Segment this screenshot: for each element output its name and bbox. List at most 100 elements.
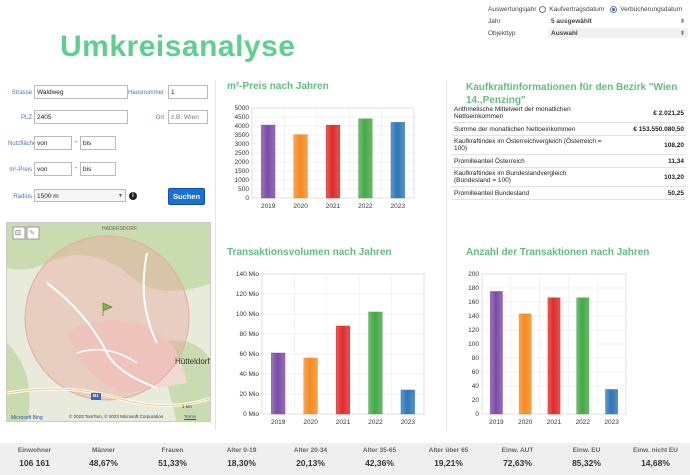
stat-item: Alter 35-65 42,36% (345, 443, 414, 475)
stats-bar: Einwohner 106 161 Männer 48,67% Frauen 51,33%… (0, 443, 690, 475)
radius-select[interactable]: 1500 m ▼ (34, 189, 126, 202)
page-title: Umkreisanalyse (60, 30, 296, 63)
bar-2022 (358, 118, 373, 199)
map-scale: 1 km (182, 404, 192, 409)
y-tick-label: 160 (468, 299, 479, 306)
kaufkraft-title: Kaufkraftinformationen für den Bezirk "W… (466, 82, 678, 106)
bar-2021 (325, 125, 341, 199)
map-road-label: B1 (93, 393, 99, 398)
hausnummer-label: Hausnummer (127, 90, 164, 96)
qmpreis-label: m²-Preis (9, 167, 32, 173)
y-tick-label: 80 (472, 355, 480, 362)
kaufkraft-row: Kaufkraftindex im Bundeslandvergleich (B… (452, 168, 686, 187)
y-tick-label: 120 Mio (236, 291, 260, 298)
y-tick-label: 3500 (235, 132, 250, 139)
radio-label: Kaufvertragsdatum (549, 5, 605, 13)
bar-2022 (368, 311, 383, 415)
range-dash: - (75, 163, 78, 172)
map-place-huetteldorf: Hütteldorf (175, 357, 210, 366)
range-dash: - (75, 137, 78, 146)
x-tick-label: 2021 (336, 419, 351, 426)
y-tick-label: 2500 (235, 150, 250, 157)
info-icon[interactable]: i (129, 192, 137, 200)
kaufkraft-label: Summe der monatlichen Nettoeinkommen (454, 125, 576, 133)
x-tick-label: 2020 (518, 419, 533, 426)
eraser-icon[interactable]: ✎ (29, 230, 35, 237)
objekttyp-label: Objekttyp (488, 29, 516, 37)
radio-on-icon (610, 5, 618, 13)
bar-2020 (303, 357, 318, 415)
bar-2020 (293, 134, 308, 199)
y-tick-label: 60 (472, 369, 480, 376)
radio-kaufvertragsdatum[interactable]: Kaufvertragsdatum (539, 5, 605, 13)
divider (215, 80, 216, 430)
hausnummer-input[interactable]: 1 (168, 85, 208, 99)
stat-value: 14,68% (641, 458, 670, 468)
search-button[interactable]: Suchen (168, 188, 205, 205)
x-tick-label: 2019 (271, 419, 286, 426)
ort-input[interactable]: z.B. Wien (168, 110, 208, 124)
stat-label: Einw. AUT (501, 447, 534, 454)
kaufkraft-row: Promilleanteil Bundesland 50,25 (452, 187, 686, 200)
map-place-hadersdorf: HADERSDORF (102, 226, 138, 232)
strasse-label: Strasse (11, 90, 32, 96)
qmpreis-bis-input[interactable]: bis (80, 162, 116, 176)
y-tick-label: 0 (475, 411, 479, 418)
stat-item: Einwohner 106 161 (0, 443, 69, 475)
jahr-label: Jahr (488, 17, 501, 25)
map-copyright: © 2023 TomTom, © 2023 Microsoft Corporat… (69, 414, 164, 419)
x-tick-label: 2023 (391, 203, 406, 210)
map-brand: Microsoft Bing (11, 415, 43, 421)
strasse-input[interactable]: Waldweg (34, 85, 128, 99)
y-tick-label: 100 Mio (236, 311, 260, 318)
nutzflaeche-von-input[interactable]: von (34, 136, 72, 150)
radio-off-icon (539, 5, 547, 13)
y-tick-label: 20 Mio (239, 391, 259, 398)
nutzflaeche-bis-input[interactable]: bis (80, 136, 116, 150)
jahr-select[interactable]: 5 ausgewählt ⬍ (548, 16, 688, 26)
map-view[interactable]: HADERSDORF Hütteldorf B1 1 km © 2023 Tom… (6, 222, 211, 422)
stat-label: Alter 35-65 (362, 447, 397, 454)
y-tick-label: 500 (238, 186, 249, 193)
kaufkraft-label: Arithmelische Mittelwert der monatlichen… (454, 106, 571, 120)
x-tick-label: 2023 (401, 419, 416, 426)
plz-input[interactable]: 2405 (34, 110, 128, 124)
map-terms-link[interactable]: Terms (184, 414, 197, 419)
y-tick-label: 3000 (235, 141, 250, 148)
y-tick-label: 40 (472, 383, 480, 390)
stat-value: 48,67% (89, 458, 118, 468)
stat-item: Alter 20-34 20,13% (276, 443, 345, 475)
bar-2019 (261, 124, 276, 199)
y-tick-label: 140 (468, 313, 479, 320)
qm-preis-title: m²-Preis nach Jahren (227, 81, 329, 92)
stat-label: Alter 20-34 (293, 447, 328, 454)
stat-value: 18,30% (227, 458, 256, 468)
y-tick-label: 60 Mio (239, 351, 259, 358)
bar-2023 (390, 122, 405, 199)
y-tick-label: 180 (468, 285, 479, 292)
divider (446, 80, 447, 430)
x-tick-label: 2020 (293, 203, 308, 210)
kaufkraft-value: € 2.021,25 (653, 109, 684, 117)
select-arrows-icon: ⬍ (679, 30, 685, 37)
kaufkraft-value: 50,25 (667, 189, 684, 197)
qmpreis-von-input[interactable]: von (34, 162, 72, 176)
y-tick-label: 1500 (235, 168, 250, 175)
draw-tool-icon[interactable]: ⊡ (15, 230, 21, 237)
objekttyp-select[interactable]: Auswahl ⬍ (548, 28, 688, 38)
transaktionsvolumen-chart: 0 Mio 20 Mio 40 Mio 60 Mio 80 Mio 100 Mio 120 … (236, 271, 425, 426)
stat-value: 85,32% (572, 458, 601, 468)
stat-value: 42,36% (365, 458, 394, 468)
jahr-value: 5 ausgewählt (551, 17, 592, 25)
y-tick-label: 4000 (235, 123, 250, 130)
y-tick-label: 20 (472, 397, 480, 404)
x-tick-label: 2023 (604, 419, 619, 426)
x-tick-label: 2019 (489, 419, 504, 426)
stat-label: Frauen (161, 447, 184, 454)
kaufkraft-label: Kaufkraftindex im Bundeslandvergleich (B… (454, 170, 567, 184)
radio-verbuecherungsdatum[interactable]: Verbücherungsdatum (610, 5, 682, 13)
x-tick-label: 2021 (547, 419, 562, 426)
select-arrows-icon: ⬍ (679, 18, 685, 25)
bar-2019 (490, 291, 503, 415)
radius-value: 1500 m (37, 193, 59, 200)
